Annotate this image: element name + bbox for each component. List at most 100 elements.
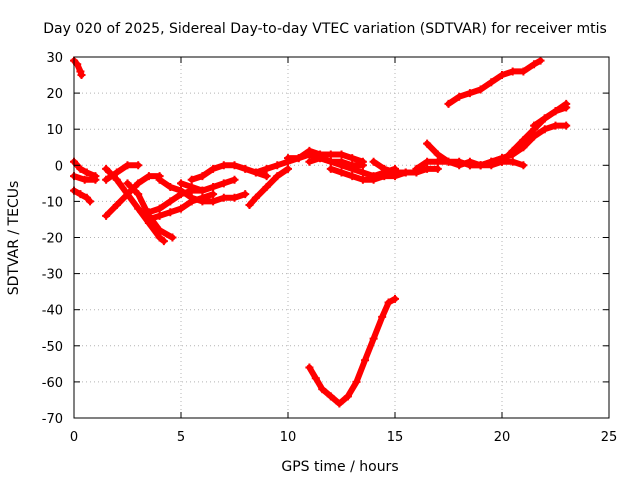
data-point [536,56,545,65]
data-point [273,172,282,181]
series-arc-25 [444,56,545,108]
data-point [155,175,164,184]
data-point [155,211,164,220]
series-arc-12 [177,175,239,195]
data-point [391,294,399,303]
data-point [348,172,357,181]
data-point [423,164,432,173]
data-point [219,193,228,202]
y-tick-label: 20 [46,87,63,102]
data-point [144,172,153,181]
data-point [86,197,95,206]
data-point [487,78,496,87]
data-point [343,392,352,401]
data-point [508,157,517,166]
data-point [508,146,517,155]
data-point [401,168,410,177]
data-point [134,204,143,213]
data-point [380,172,389,181]
x-tick-label: 0 [70,430,78,445]
data-point [262,172,271,181]
data-point [273,161,282,170]
series-arc-14 [245,164,292,210]
data-point [465,89,474,98]
data-point [198,172,207,181]
data-point [209,182,218,191]
series-line [531,104,570,129]
data-point [134,161,143,170]
data-point [384,298,393,307]
y-tick-label: 10 [46,123,63,138]
data-point [230,161,239,170]
data-point [369,334,378,343]
data-point [112,168,121,177]
data-point [284,164,292,173]
series-line [445,57,544,107]
data-point [519,161,528,170]
data-point [412,164,421,173]
data-point [476,85,485,94]
data-point [433,157,442,166]
y-tick-label: 30 [46,51,63,66]
data-point [245,201,254,210]
data-point [159,237,168,246]
data-point [251,193,260,202]
y-tick-label: -30 [42,268,63,283]
data-point [305,363,314,372]
data-point [326,164,335,173]
y-tick-label: -40 [42,304,63,319]
data-point [562,103,571,112]
data-point [166,197,175,206]
data-point [540,114,549,123]
data-point [361,356,370,365]
x-tick-label: 15 [387,430,404,445]
data-point [433,164,442,173]
data-point [326,150,335,159]
data-point [433,150,442,159]
data-point [82,168,91,177]
x-axis-label: GPS time / hours [281,459,398,475]
data-point [144,208,153,217]
y-tick-label: -70 [42,412,63,427]
data-point [76,190,85,199]
x-tick-label: 25 [601,430,618,445]
data-point [519,67,528,76]
data-point [80,175,89,184]
data-point [358,168,367,177]
data-point [358,157,367,166]
data-point [318,385,327,394]
data-point [187,182,196,191]
data-point [112,201,121,210]
data-point [423,157,432,166]
data-point [358,175,367,184]
axis-ticks: 0 5 10 15 20 25 -70 -60 -50 -40 -30 -20 -10 0 10 20 30 [42,51,618,445]
data-point [134,179,143,188]
data-point [562,121,571,130]
series-arc-11 [155,175,250,206]
series-arc-22 [465,121,571,170]
data-point [102,164,111,173]
data-point [219,161,228,170]
data-point [487,157,496,166]
data-point [112,175,121,184]
chart-title: Day 020 of 2025, Sidereal Day-to-day VTE… [43,21,607,37]
data-point [530,132,539,141]
data-point [348,164,357,173]
series-line [178,176,238,194]
y-axis-label: SDTVAR / TECUs [6,181,22,296]
data-point [305,157,314,166]
data-point [76,164,85,173]
data-point [369,175,378,184]
data-point [77,71,86,80]
data-point [102,211,111,220]
data-point [423,139,432,148]
data-point [476,161,485,170]
data-point [177,204,185,213]
data-point [198,197,207,206]
data-point [168,233,177,242]
data-point [262,164,271,173]
data-point [209,190,218,199]
data-point [219,179,228,188]
data-point [241,190,250,199]
